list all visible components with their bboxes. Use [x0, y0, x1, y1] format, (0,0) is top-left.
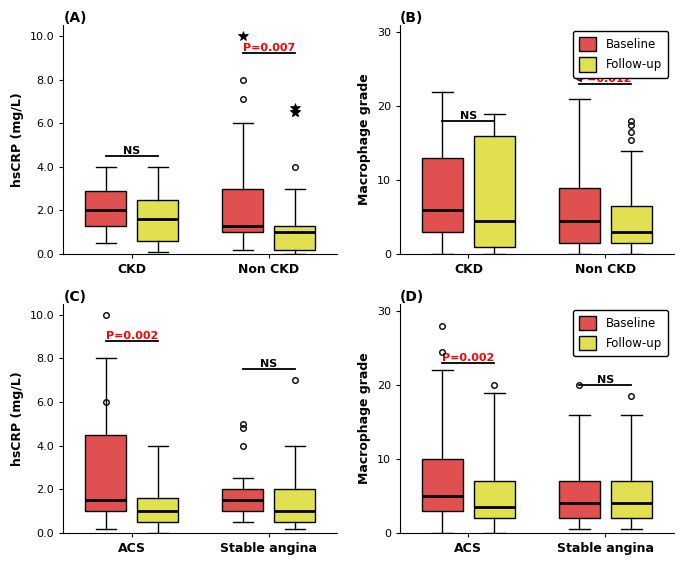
Y-axis label: hsCRP (mg/L): hsCRP (mg/L): [11, 371, 24, 466]
Text: (D): (D): [400, 290, 424, 304]
Text: P=0.002: P=0.002: [443, 353, 495, 363]
Text: NS: NS: [460, 111, 477, 121]
PathPatch shape: [137, 200, 178, 241]
PathPatch shape: [85, 435, 126, 511]
PathPatch shape: [422, 158, 463, 232]
PathPatch shape: [85, 191, 126, 226]
Text: P=0.007: P=0.007: [242, 44, 295, 53]
Text: (C): (C): [63, 290, 86, 304]
PathPatch shape: [559, 481, 600, 518]
Text: P=0.002: P=0.002: [105, 331, 158, 341]
PathPatch shape: [222, 489, 263, 511]
Text: (A): (A): [63, 11, 87, 25]
Text: NS: NS: [260, 359, 277, 370]
PathPatch shape: [274, 489, 315, 522]
Y-axis label: hsCRP (mg/L): hsCRP (mg/L): [11, 92, 24, 187]
PathPatch shape: [611, 481, 652, 518]
Text: P=0.012: P=0.012: [580, 74, 632, 84]
Text: NS: NS: [123, 146, 140, 156]
PathPatch shape: [611, 206, 652, 243]
PathPatch shape: [422, 459, 463, 511]
PathPatch shape: [222, 188, 263, 232]
Legend: Baseline, Follow-up: Baseline, Follow-up: [573, 310, 668, 357]
PathPatch shape: [474, 481, 515, 518]
Text: NS: NS: [597, 375, 614, 385]
Y-axis label: Macrophage grade: Macrophage grade: [358, 74, 371, 205]
Legend: Baseline, Follow-up: Baseline, Follow-up: [573, 31, 668, 78]
Text: (B): (B): [400, 11, 423, 25]
PathPatch shape: [274, 226, 315, 250]
PathPatch shape: [137, 498, 178, 522]
PathPatch shape: [474, 136, 515, 247]
Y-axis label: Macrophage grade: Macrophage grade: [358, 353, 371, 484]
PathPatch shape: [559, 187, 600, 243]
